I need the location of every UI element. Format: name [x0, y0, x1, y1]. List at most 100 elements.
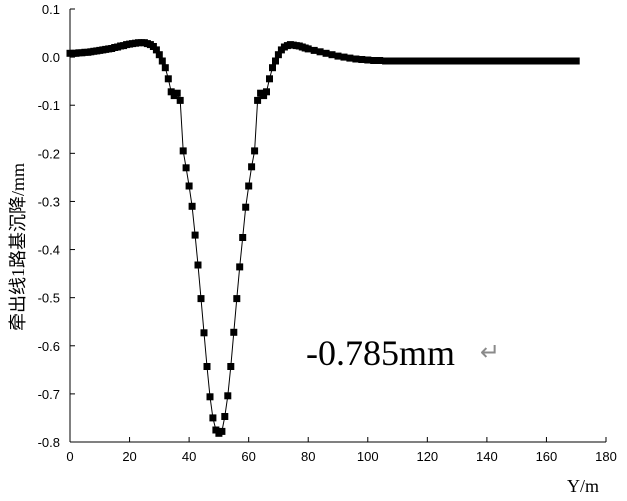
data-point — [260, 92, 268, 100]
data-point — [304, 45, 312, 53]
data-point — [194, 261, 202, 269]
data-point — [176, 96, 184, 104]
data-point — [572, 57, 580, 65]
y-tick-label: -0.4 — [38, 243, 60, 258]
data-point — [254, 96, 262, 104]
data-point — [164, 75, 172, 83]
tick-labels: 0 20 40 60 80 100 120 140 160 180 0.1 0.0 -0.1 -0.2 -0… — [38, 2, 617, 464]
data-point — [272, 57, 279, 65]
axes — [69, 9, 606, 443]
data-point — [182, 164, 190, 172]
y-tick-label: -0.7 — [38, 387, 60, 402]
data-point — [519, 57, 527, 65]
data-point — [376, 57, 384, 64]
return-mark-icon: ↵ — [480, 338, 500, 366]
data-point — [263, 88, 270, 96]
y-tick-label: 0.0 — [42, 50, 60, 65]
data-point — [161, 64, 169, 72]
data-point — [322, 49, 330, 57]
data-point — [269, 64, 276, 72]
data-point — [167, 88, 175, 96]
data-point — [417, 57, 425, 65]
x-tick-label: 100 — [357, 449, 379, 464]
data-point — [465, 57, 473, 65]
x-tick-label: 140 — [476, 449, 498, 464]
data-point — [394, 57, 402, 65]
y-tick-label: -0.2 — [38, 146, 60, 161]
series-markers — [66, 39, 580, 437]
data-point — [245, 182, 253, 190]
data-point — [242, 203, 250, 211]
data-point — [155, 51, 163, 59]
data-point — [218, 427, 226, 435]
x-tick-label: 80 — [301, 449, 315, 464]
x-tick-label: 0 — [66, 449, 73, 464]
data-point — [221, 413, 229, 420]
data-point — [224, 392, 232, 400]
data-point — [554, 57, 562, 65]
data-point — [441, 57, 449, 65]
data-point — [388, 57, 396, 65]
data-point — [316, 48, 324, 56]
data-point — [209, 414, 217, 422]
data-point — [447, 57, 455, 65]
x-tick-label: 60 — [241, 449, 255, 464]
x-tick-label: 180 — [595, 449, 617, 464]
ticks — [69, 8, 607, 443]
data-point — [507, 57, 515, 65]
data-point — [185, 182, 193, 190]
data-point — [197, 295, 205, 303]
data-point — [537, 57, 544, 65]
x-tick-label: 20 — [122, 449, 136, 464]
data-point — [203, 363, 211, 370]
data-point — [548, 57, 556, 65]
data-point — [495, 57, 503, 65]
x-tick-label: 120 — [416, 449, 438, 464]
y-tick-label: -0.8 — [38, 435, 60, 450]
y-tick-label: -0.5 — [38, 291, 60, 306]
series-line — [70, 42, 577, 434]
data-point — [525, 57, 533, 65]
data-point — [566, 57, 574, 65]
data-point — [334, 52, 342, 60]
data-point — [251, 147, 259, 155]
data-point — [471, 57, 479, 65]
y-tick-label: -0.1 — [38, 98, 60, 113]
data-point — [429, 57, 437, 65]
data-point — [328, 51, 336, 59]
x-tick-label: 40 — [182, 449, 196, 464]
data-point — [310, 46, 318, 54]
data-point — [230, 328, 238, 336]
data-point — [382, 57, 390, 65]
data-point — [513, 57, 521, 65]
min-settlement-annotation: -0.785mm — [306, 333, 455, 373]
y-tick-label: -0.6 — [38, 339, 60, 354]
data-point — [173, 89, 181, 97]
data-point — [400, 57, 407, 65]
data-point — [560, 57, 568, 65]
data-point — [542, 57, 550, 65]
data-point — [152, 46, 160, 54]
data-point — [158, 57, 166, 65]
data-point — [188, 202, 196, 210]
data-point — [266, 75, 273, 83]
data-point — [200, 329, 208, 337]
data-point — [483, 57, 491, 65]
data-point — [206, 393, 214, 401]
data-point — [459, 57, 467, 65]
y-tick-label: 0.1 — [42, 2, 60, 17]
data-point — [364, 56, 372, 64]
data-point — [191, 231, 199, 239]
data-point — [453, 57, 461, 65]
y-tick-label: -0.3 — [38, 194, 60, 209]
data-point — [179, 147, 187, 155]
data-point — [340, 53, 348, 61]
data-point — [346, 54, 354, 62]
x-axis-label: Y/m — [567, 476, 599, 496]
data-point — [406, 57, 413, 65]
data-point — [370, 57, 378, 64]
data-point — [274, 51, 282, 59]
data-point — [531, 57, 538, 65]
data-point — [477, 57, 485, 65]
